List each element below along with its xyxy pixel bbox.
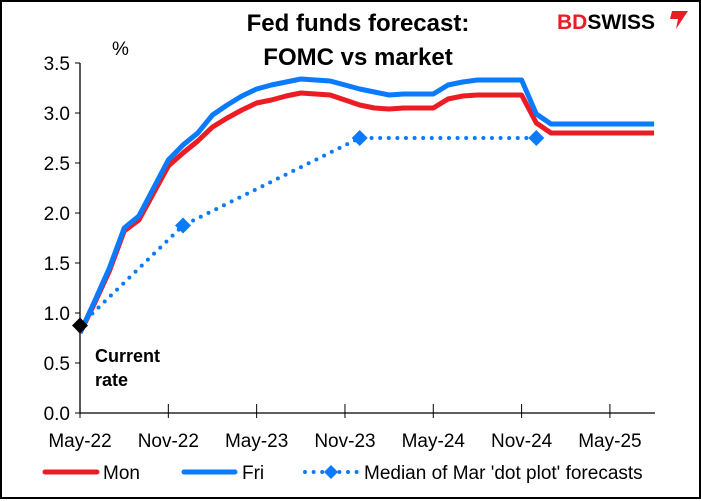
- y-tick-label: 2.0: [44, 204, 70, 225]
- legend-diamond-icon: [324, 465, 338, 479]
- annotation-current: Current: [95, 346, 160, 366]
- x-tick-label: May-24: [402, 431, 466, 452]
- bdswiss-logo: BDSWISS: [557, 11, 688, 34]
- dot-plot-diamond-marker: [528, 130, 545, 146]
- legend-label-mon: Mon: [103, 463, 140, 484]
- logo-swiss: SWISS: [587, 11, 655, 34]
- legend: Mon Fri Median of Mar 'dot plot' forecas…: [42, 463, 643, 484]
- dot-plot-diamond-marker: [351, 130, 368, 146]
- x-tick-label: May-23: [225, 431, 288, 452]
- y-tick-label: 1.5: [44, 254, 70, 275]
- x-tick-label: Nov-23: [314, 431, 375, 452]
- legend-label-dotplot: Median of Mar 'dot plot' forecasts: [364, 463, 643, 484]
- chart-title-line1: Fed funds forecast:: [247, 10, 470, 37]
- y-tick-label: 3.0: [44, 104, 70, 125]
- x-tick-label: May-22: [48, 431, 111, 452]
- y-tick-label: 0.0: [44, 404, 70, 425]
- logo-bd: BD: [557, 11, 587, 34]
- series-line-mon: [77, 90, 655, 335]
- y-tick-label: 1.0: [44, 304, 70, 325]
- x-tick-label: May-25: [578, 431, 641, 452]
- series-line-fri: [77, 76, 655, 335]
- y-tick-label: 2.5: [44, 154, 70, 175]
- x-tick-label: Nov-22: [138, 431, 199, 452]
- svg-text:BDSWISS: BDSWISS: [557, 11, 655, 34]
- logo-arrow-icon: [670, 11, 688, 29]
- current-rate-annotation: Current rate: [95, 346, 160, 390]
- chart-title-line2: FOMC vs market: [263, 44, 452, 71]
- current-rate-marker: [72, 317, 88, 334]
- y-tick-label: 0.5: [44, 354, 70, 375]
- x-tick-label: Nov-24: [491, 431, 553, 452]
- dot-plot-diamond-marker: [175, 217, 192, 234]
- series-line-dot-plot: [78, 136, 539, 328]
- annotation-rate: rate: [95, 370, 128, 390]
- y-axis-unit-label: %: [112, 39, 129, 60]
- legend-label-fri: Fri: [242, 463, 264, 484]
- y-tick-label: 3.5: [44, 54, 70, 75]
